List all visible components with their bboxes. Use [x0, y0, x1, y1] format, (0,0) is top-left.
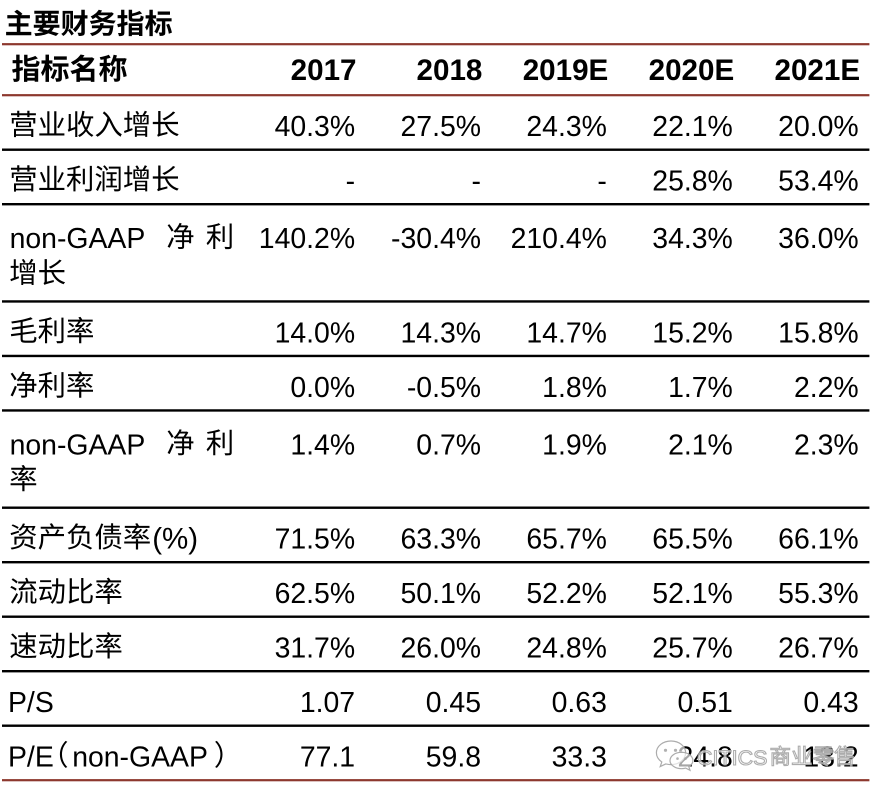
svg-text:2.1%: 2.1%	[668, 429, 733, 461]
svg-text:P/S: P/S	[8, 687, 54, 719]
svg-text:210.4%: 210.4%	[511, 223, 607, 255]
svg-text:15.2%: 15.2%	[652, 317, 733, 349]
svg-text:0.43: 0.43	[803, 687, 858, 719]
svg-text:34.3%: 34.3%	[652, 223, 733, 255]
svg-text:59.8: 59.8	[426, 742, 481, 774]
svg-text:non-GAAP: non-GAAP	[10, 429, 146, 461]
svg-text:14.0%: 14.0%	[275, 317, 356, 349]
svg-text:14.7%: 14.7%	[526, 317, 607, 349]
svg-text:15.8%: 15.8%	[778, 317, 859, 349]
svg-text:1.4%: 1.4%	[290, 429, 355, 461]
svg-text:52.2%: 52.2%	[526, 578, 607, 610]
svg-text:50.1%: 50.1%	[400, 578, 481, 610]
svg-text:-: -	[346, 166, 355, 198]
svg-text:140.2%: 140.2%	[259, 223, 355, 255]
svg-text:0.0%: 0.0%	[290, 372, 355, 404]
svg-text:2021E: 2021E	[775, 54, 861, 87]
svg-text:0.45: 0.45	[426, 687, 481, 719]
svg-text:(%): (%)	[152, 523, 198, 556]
svg-text:0.63: 0.63	[552, 687, 607, 719]
svg-text:-: -	[597, 166, 606, 198]
svg-text:52.1%: 52.1%	[652, 578, 733, 610]
svg-text:53.4%: 53.4%	[778, 166, 859, 198]
svg-text:33.3: 33.3	[552, 742, 607, 774]
svg-text:1.7%: 1.7%	[668, 372, 733, 404]
svg-text:27.5%: 27.5%	[400, 111, 481, 143]
svg-text:71.5%: 71.5%	[275, 524, 356, 556]
svg-text:2019E: 2019E	[523, 54, 609, 87]
svg-text:62.5%: 62.5%	[275, 578, 356, 610]
svg-text:24.8%: 24.8%	[526, 633, 607, 665]
svg-text:40.3%: 40.3%	[275, 111, 356, 143]
svg-text:2.2%: 2.2%	[794, 372, 859, 404]
svg-text:77.1: 77.1	[300, 742, 355, 774]
svg-text:66.1%: 66.1%	[778, 524, 859, 556]
svg-text:36.0%: 36.0%	[778, 223, 859, 255]
svg-text:-: -	[472, 166, 481, 198]
svg-text:31.7%: 31.7%	[275, 633, 356, 665]
svg-text:65.7%: 65.7%	[526, 524, 607, 556]
svg-text:25.8%: 25.8%	[652, 166, 733, 198]
svg-text:55.3%: 55.3%	[778, 578, 859, 610]
svg-text:26.0%: 26.0%	[400, 633, 481, 665]
svg-text:24.3%: 24.3%	[526, 111, 607, 143]
svg-text:65.5%: 65.5%	[652, 524, 733, 556]
svg-text:1.07: 1.07	[300, 687, 355, 719]
svg-text:2018: 2018	[417, 54, 483, 87]
svg-text:2.3%: 2.3%	[794, 429, 859, 461]
svg-text:-0.5%: -0.5%	[407, 372, 481, 404]
svg-text:CITICS: CITICS	[697, 746, 767, 770]
svg-text:0.51: 0.51	[678, 687, 733, 719]
svg-text:1.9%: 1.9%	[542, 429, 607, 461]
svg-text:2020E: 2020E	[649, 54, 735, 87]
svg-text:25.7%: 25.7%	[652, 633, 733, 665]
svg-text:1.8%: 1.8%	[542, 372, 607, 404]
svg-text:26.7%: 26.7%	[778, 633, 859, 665]
svg-text:-30.4%: -30.4%	[391, 223, 481, 255]
svg-text:2017: 2017	[291, 54, 357, 87]
svg-text:63.3%: 63.3%	[400, 524, 481, 556]
svg-text:22.1%: 22.1%	[652, 111, 733, 143]
svg-text:P/E: P/E	[8, 742, 54, 774]
svg-text:non-GAAP: non-GAAP	[72, 742, 208, 774]
svg-text:0.7%: 0.7%	[416, 429, 481, 461]
svg-text:20.0%: 20.0%	[778, 111, 859, 143]
svg-text:non-GAAP: non-GAAP	[10, 223, 146, 255]
svg-text:14.3%: 14.3%	[400, 317, 481, 349]
